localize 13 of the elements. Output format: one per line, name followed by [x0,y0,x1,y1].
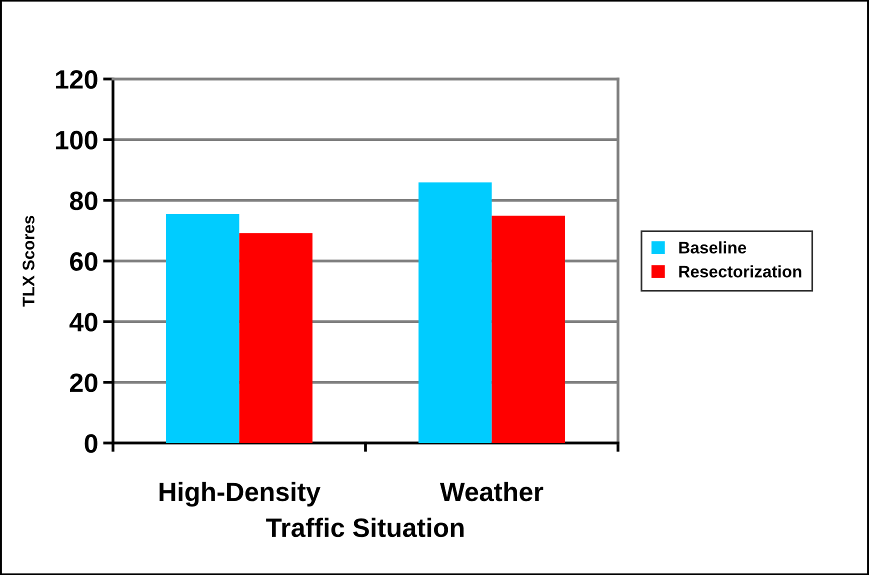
x-axis-title: Traffic Situation [266,518,464,538]
y-tick-label: 100 [56,130,98,150]
y-tick-label: 20 [70,373,98,392]
y-tick-label: 80 [70,191,98,210]
legend-label: Baseline [679,241,746,254]
y-tick-label: 0 [84,434,98,453]
y-axis-title: TLX Scores [22,216,34,307]
x-tick-label: High-Density [160,482,320,507]
y-tick-label: 40 [69,312,98,332]
y-tick-label: 60 [70,252,98,271]
x-tick-label: Weather [440,482,544,502]
legend-label: Resectorization [679,265,802,278]
y-tick-label: 120 [56,70,98,89]
